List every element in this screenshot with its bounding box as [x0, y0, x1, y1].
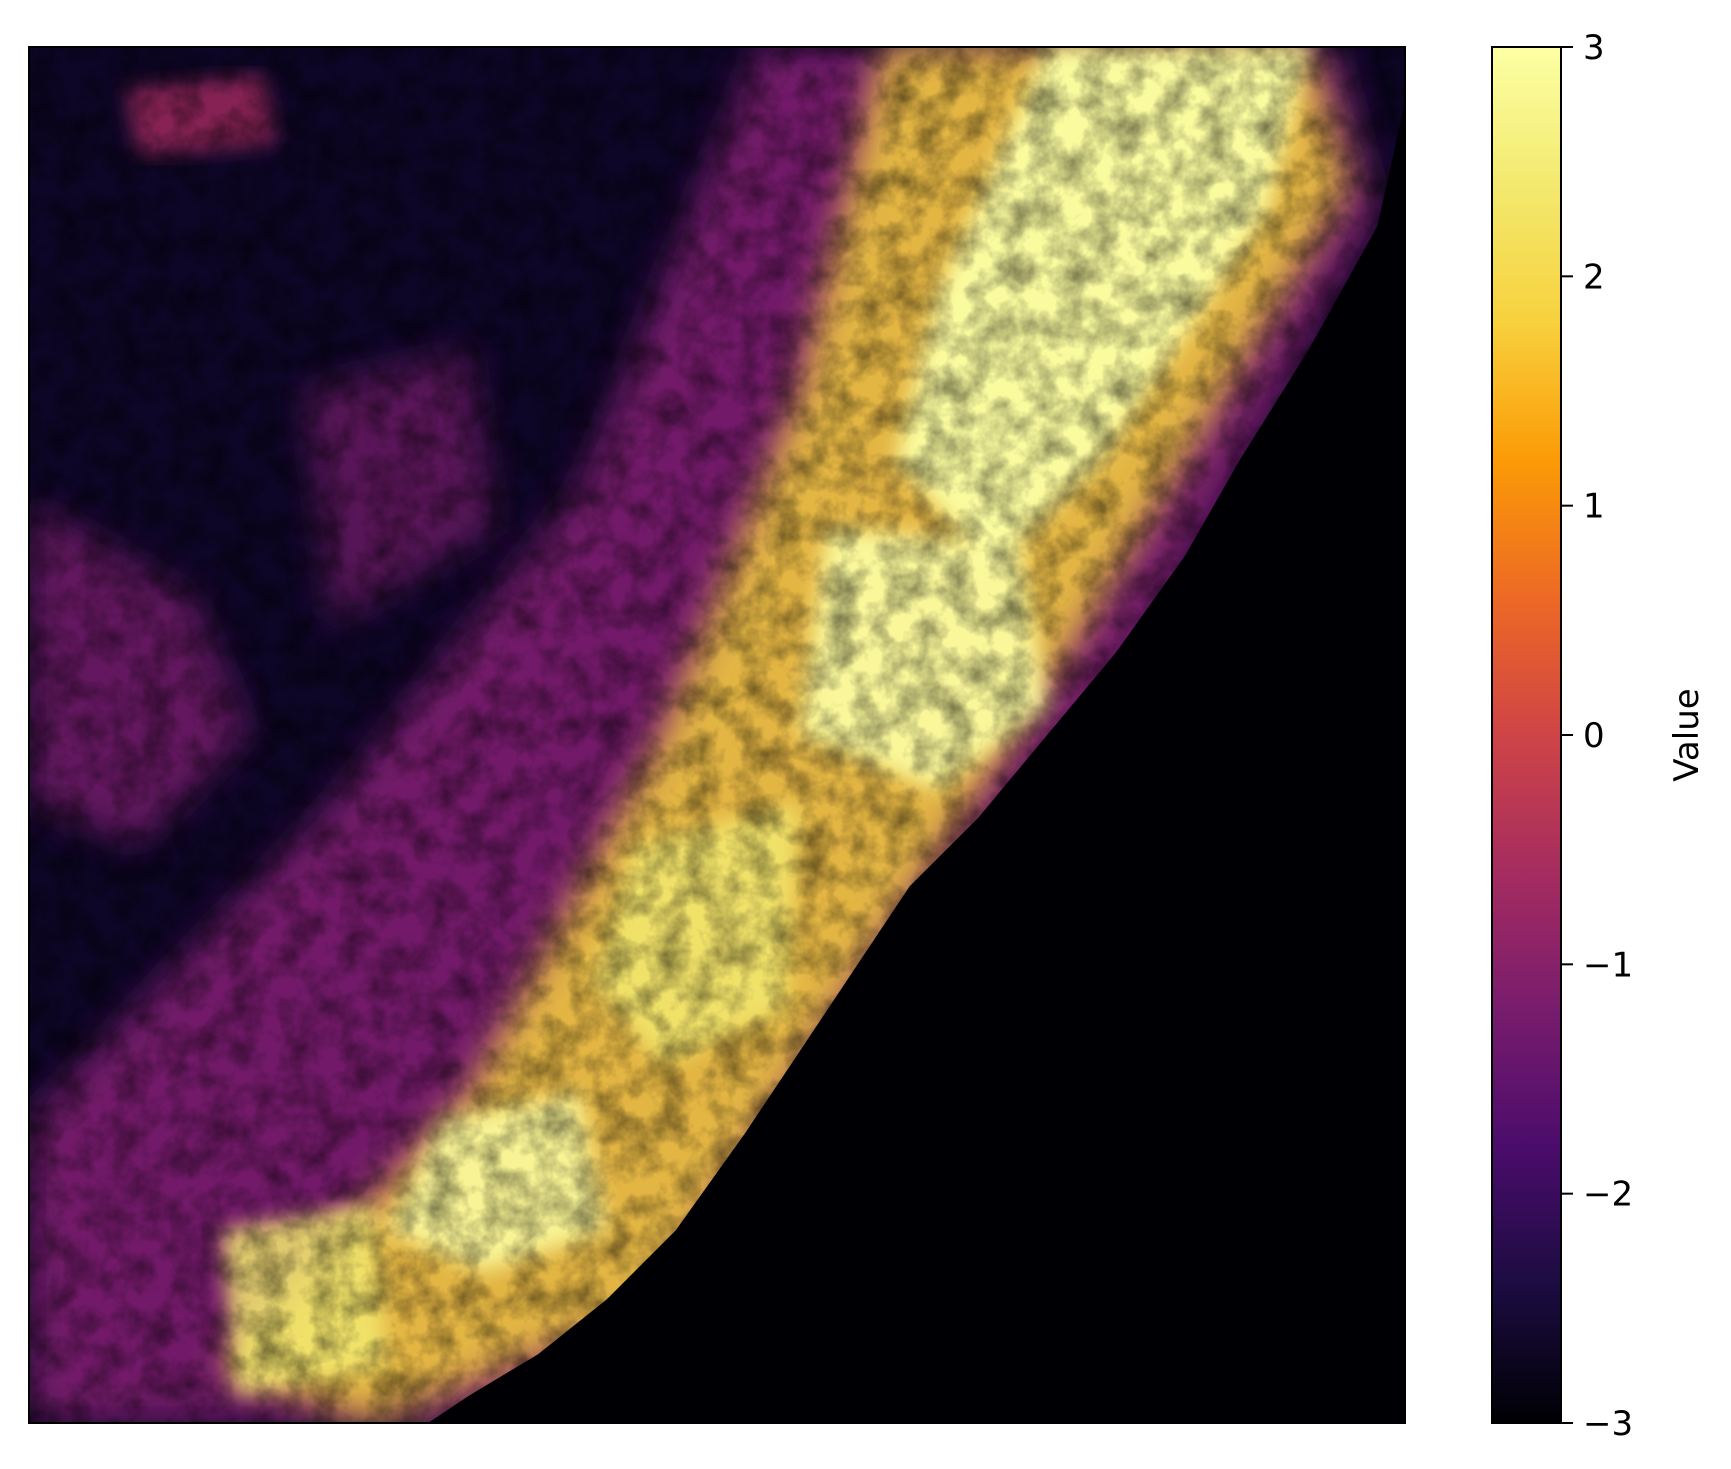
colorbar-tick-label: 1	[1583, 487, 1605, 527]
colorbar-tick-label: −2	[1583, 1175, 1633, 1215]
plot-frame	[28, 46, 1406, 1424]
colorbar-gradient	[1492, 47, 1561, 1423]
colorbar: 3 2 1 0 −1 −2 −3 Value	[1491, 28, 1707, 1444]
heatmap-image	[29, 47, 1405, 1423]
colorbar-tick-label: −3	[1583, 1404, 1633, 1444]
colorbar-tick-label: 3	[1583, 28, 1605, 68]
colorbar-tick-label: −1	[1583, 945, 1633, 985]
colorbar-tick-label: 2	[1583, 257, 1605, 297]
colorbar-label: Value	[1667, 688, 1707, 781]
no-data-region	[428, 102, 1405, 1423]
colorbar-ticks: 3 2 1 0 −1 −2 −3	[1561, 28, 1633, 1444]
colorbar-tick-label: 0	[1583, 716, 1605, 756]
